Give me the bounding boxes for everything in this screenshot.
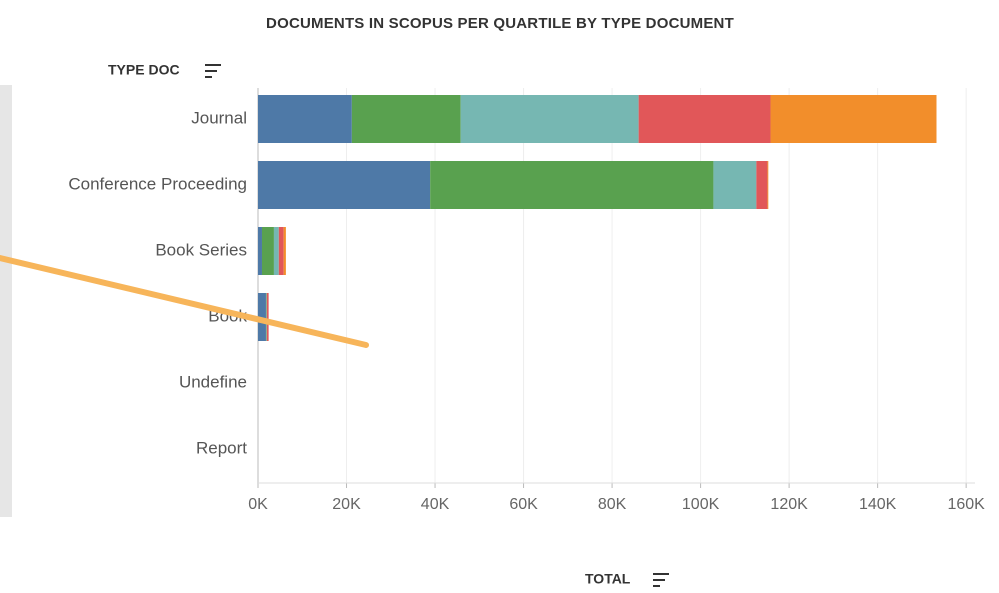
bar-segment [756, 161, 768, 209]
x-tick-label: 120K [770, 496, 808, 513]
scroll-rail [0, 85, 12, 517]
bar-segment [351, 95, 461, 143]
x-tick-label: 140K [859, 496, 897, 513]
chart-title: DOCUMENTS IN SCOPUS PER QUARTILE BY TYPE… [266, 15, 734, 32]
bar-segment [460, 95, 639, 143]
x-tick-label: 20K [332, 496, 361, 513]
x-tick-label: 80K [598, 496, 627, 513]
x-tick-label: 160K [947, 496, 985, 513]
y-axis-title: TYPE DOC [108, 62, 180, 78]
bar-segment [713, 161, 757, 209]
bar-segment [273, 227, 279, 275]
y-tick-label: Journal [191, 108, 247, 127]
y-tick-label: Report [196, 438, 247, 457]
x-tick-label: 60K [509, 496, 538, 513]
bar-segment [767, 161, 769, 209]
bar-segment [278, 227, 284, 275]
y-tick-label: Undefine [179, 372, 247, 391]
x-tick-label: 100K [682, 496, 720, 513]
sort-icon[interactable] [653, 573, 669, 587]
bar-segment [638, 95, 771, 143]
bar-segment [770, 95, 937, 143]
x-tick-label: 40K [421, 496, 450, 513]
bar-segment [258, 227, 262, 275]
bar-segment [266, 293, 269, 341]
bar-segment [258, 293, 266, 341]
bar-segment [258, 95, 352, 143]
bar-segment [430, 161, 714, 209]
annotation-stroke [0, 255, 369, 348]
x-tick-label: 0K [248, 496, 268, 513]
bar-segment [258, 161, 431, 209]
y-tick-label: Book Series [155, 240, 247, 259]
bar-segment [261, 227, 274, 275]
y-tick-label: Conference Proceeding [68, 174, 247, 193]
x-axis-title: TOTAL [585, 571, 631, 587]
bar-segment [283, 227, 286, 275]
sort-icon[interactable] [205, 64, 221, 78]
